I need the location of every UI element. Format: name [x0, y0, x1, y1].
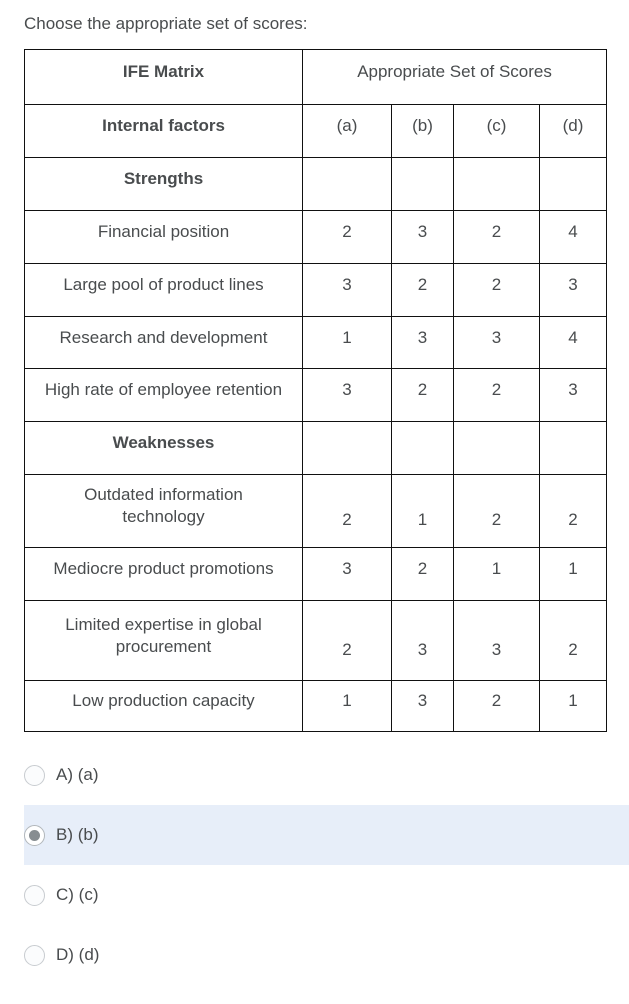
score-cell: 3 — [391, 680, 454, 732]
table-row: Limited expertise in global procurement … — [24, 600, 608, 681]
table-row: Low production capacity 1 3 2 1 — [24, 680, 608, 732]
option-row-C[interactable]: C) (c) — [24, 865, 629, 925]
factor-label: Low production capacity — [24, 680, 303, 732]
score-cell: 1 — [538, 680, 608, 732]
score-cell: 3 — [391, 210, 454, 264]
answer-options: A) (a) B) (b) C) (c) D) (d) — [24, 745, 629, 985]
factor-label: Outdated information technology — [24, 474, 303, 548]
section-title-strengths: Strengths — [24, 157, 303, 211]
column-label-a: (a) — [302, 104, 392, 158]
section-title-weaknesses: Weaknesses — [24, 421, 303, 475]
score-cell: 1 — [302, 316, 392, 369]
option-label: B) (b) — [56, 825, 99, 844]
column-label-b: (b) — [391, 104, 454, 158]
score-cell: 2 — [453, 263, 540, 317]
score-cell: 2 — [538, 600, 608, 681]
factor-label: Research and development — [24, 316, 303, 369]
score-cell: 1 — [391, 474, 454, 548]
factor-label: Limited expertise in global procurement — [24, 600, 303, 681]
score-cell: 2 — [302, 210, 392, 264]
table-row: High rate of employee retention 3 2 2 3 — [24, 368, 608, 422]
table-title-cell: IFE Matrix — [24, 49, 303, 105]
score-cell: 1 — [302, 680, 392, 732]
ife-matrix-table: IFE Matrix Appropriate Set of Scores Int… — [24, 49, 608, 732]
factor-label: Financial position — [24, 210, 303, 264]
option-row-D[interactable]: D) (d) — [24, 925, 629, 985]
score-cell: 2 — [391, 547, 454, 601]
score-cell: 2 — [453, 368, 540, 422]
score-cell: 3 — [538, 368, 608, 422]
score-cell: 3 — [538, 263, 608, 317]
option-row-B[interactable]: B) (b) — [24, 805, 629, 865]
table-header-row: IFE Matrix Appropriate Set of Scores — [24, 49, 608, 105]
score-cell: 2 — [302, 474, 392, 548]
score-cell: 3 — [453, 600, 540, 681]
radio-button-icon[interactable] — [24, 944, 45, 966]
section-title-row: Strengths — [24, 157, 608, 211]
option-label: D) (d) — [56, 945, 100, 964]
column-label-d: (d) — [538, 104, 608, 158]
table-span-header-cell: Appropriate Set of Scores — [301, 49, 608, 105]
score-cell: 2 — [391, 263, 454, 317]
internal-factors-cell: Internal factors — [24, 104, 303, 158]
score-cell: 3 — [302, 263, 392, 317]
score-cell: 2 — [538, 474, 608, 548]
table-subheader-row: Internal factors (a) (b) (c) (d) — [24, 104, 608, 158]
score-cell: 3 — [391, 600, 454, 681]
factor-label: Mediocre product promotions — [24, 547, 303, 601]
score-cell: 1 — [453, 547, 540, 601]
score-cell: 1 — [538, 547, 608, 601]
score-cell: 2 — [391, 368, 454, 422]
section-title-row: Weaknesses — [24, 421, 608, 475]
radio-button-icon[interactable] — [24, 764, 45, 786]
column-label-c: (c) — [453, 104, 540, 158]
option-row-A[interactable]: A) (a) — [24, 745, 629, 805]
score-cell: 2 — [302, 600, 392, 681]
score-cell: 2 — [453, 680, 540, 732]
score-cell: 3 — [453, 316, 540, 369]
score-cell: 2 — [453, 210, 540, 264]
table-row: Large pool of product lines 3 2 2 3 — [24, 263, 608, 317]
score-cell: 4 — [538, 316, 608, 369]
option-label: A) (a) — [56, 765, 99, 784]
factor-label: Large pool of product lines — [24, 263, 303, 317]
radio-button-icon[interactable] — [24, 884, 45, 906]
score-cell: 3 — [391, 316, 454, 369]
score-cell: 3 — [302, 547, 392, 601]
question-text: Choose the appropriate set of scores: — [24, 14, 308, 33]
radio-button-icon[interactable] — [24, 824, 45, 846]
score-cell: 3 — [302, 368, 392, 422]
factor-label: High rate of employee retention — [24, 368, 303, 422]
table-row: Mediocre product promotions 3 2 1 1 — [24, 547, 608, 601]
table-row: Outdated information technology 2 1 2 2 — [24, 474, 608, 548]
option-label: C) (c) — [56, 885, 99, 904]
table-row: Financial position 2 3 2 4 — [24, 210, 608, 264]
table-row: Research and development 1 3 3 4 — [24, 316, 608, 369]
score-cell: 4 — [538, 210, 608, 264]
score-cell: 2 — [453, 474, 540, 548]
